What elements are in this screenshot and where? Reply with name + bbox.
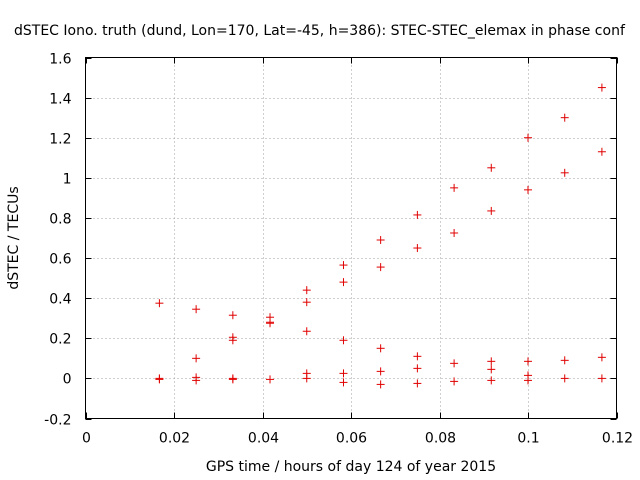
data-point — [597, 353, 606, 362]
data-point — [339, 261, 348, 270]
data-point — [228, 311, 237, 320]
y-tick-label: 1.2 — [49, 132, 71, 148]
data-point — [376, 380, 385, 389]
x-axis-label: GPS time / hours of day 124 of year 2015 — [206, 459, 496, 475]
data-point — [192, 354, 201, 363]
x-tick-label: 0.02 — [159, 431, 190, 447]
data-point — [376, 367, 385, 376]
y-tick-label: 0.8 — [49, 212, 71, 228]
data-point — [376, 344, 385, 353]
data-point — [192, 305, 201, 314]
data-point — [302, 286, 311, 295]
data-point — [155, 299, 164, 308]
data-point — [339, 369, 348, 378]
x-tick-label: 0.06 — [336, 431, 367, 447]
axis-ticks: 0 0.02 0.04 0.06 0.08 0.1 0.12 -0.2 0 0.2 0.4 0.6 0.… — [44, 52, 633, 447]
data-point — [266, 319, 275, 328]
data-point — [413, 379, 422, 388]
data-point — [450, 359, 459, 368]
data-points — [155, 83, 606, 389]
data-point — [560, 113, 569, 122]
data-point — [266, 375, 275, 384]
data-point — [302, 374, 311, 383]
data-point — [376, 263, 385, 272]
data-point — [155, 375, 164, 384]
chart-title: dSTEC Iono. truth (dund, Lon=170, Lat=-4… — [14, 23, 626, 39]
data-point — [597, 374, 606, 383]
data-point — [597, 83, 606, 92]
x-tick-label: 0.08 — [425, 431, 456, 447]
x-tick-label: 0.04 — [248, 431, 279, 447]
data-point — [450, 183, 459, 192]
data-point — [487, 365, 496, 374]
y-tick-label: 1.4 — [49, 92, 71, 108]
y-tick-label: 1.6 — [49, 52, 71, 68]
data-point — [560, 168, 569, 177]
data-point — [413, 210, 422, 219]
data-point — [413, 364, 422, 373]
data-point — [524, 357, 532, 366]
y-tick-label: 0 — [63, 372, 72, 388]
data-point — [302, 327, 311, 336]
data-point — [450, 228, 459, 237]
y-tick-label: 1 — [63, 172, 72, 188]
data-point — [524, 133, 532, 142]
data-point — [339, 278, 348, 287]
data-point — [487, 376, 496, 385]
data-point — [228, 336, 237, 345]
data-point — [339, 336, 348, 345]
data-point — [228, 375, 237, 384]
data-point — [376, 236, 385, 245]
y-tick-label: 0.4 — [49, 292, 71, 308]
data-point — [560, 374, 569, 383]
data-point — [192, 376, 201, 385]
data-point — [524, 376, 532, 385]
x-tick-label: 0.12 — [602, 431, 633, 447]
grid — [85, 57, 617, 419]
data-point — [339, 378, 348, 387]
data-point — [560, 356, 569, 365]
data-point — [413, 244, 422, 253]
data-point — [450, 377, 459, 386]
data-point — [524, 185, 532, 194]
data-point — [302, 298, 311, 307]
data-point — [487, 163, 496, 172]
y-tick-label: -0.2 — [44, 413, 71, 429]
data-point — [487, 357, 496, 366]
data-point — [413, 352, 422, 361]
y-axis-label: dSTEC / TECUs — [6, 186, 22, 289]
data-point — [597, 147, 606, 156]
y-tick-label: 0.6 — [49, 252, 71, 268]
y-tick-label: 0.2 — [49, 332, 71, 348]
x-tick-label: 0.1 — [517, 431, 539, 447]
data-point — [487, 206, 496, 215]
x-tick-label: 0 — [82, 431, 91, 447]
